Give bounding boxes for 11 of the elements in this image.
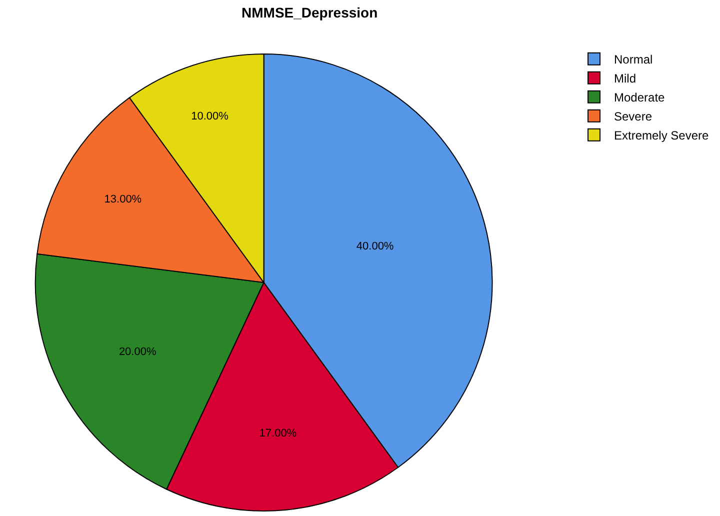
legend-label: Moderate bbox=[614, 90, 666, 105]
data-label: 17.00% bbox=[259, 427, 297, 440]
data-label: 20.00% bbox=[118, 346, 156, 358]
legend-label: Extremely Severe bbox=[614, 128, 710, 143]
legend-label: Severe bbox=[614, 110, 652, 124]
data-label: 13.00% bbox=[104, 193, 142, 206]
data-label: 10.00% bbox=[191, 110, 229, 123]
legend-label: Mild bbox=[614, 72, 636, 86]
legend-label: Normal bbox=[614, 52, 653, 67]
chart-title: NMMSE_Depression bbox=[242, 4, 378, 21]
data-label: 40.00% bbox=[356, 240, 394, 252]
